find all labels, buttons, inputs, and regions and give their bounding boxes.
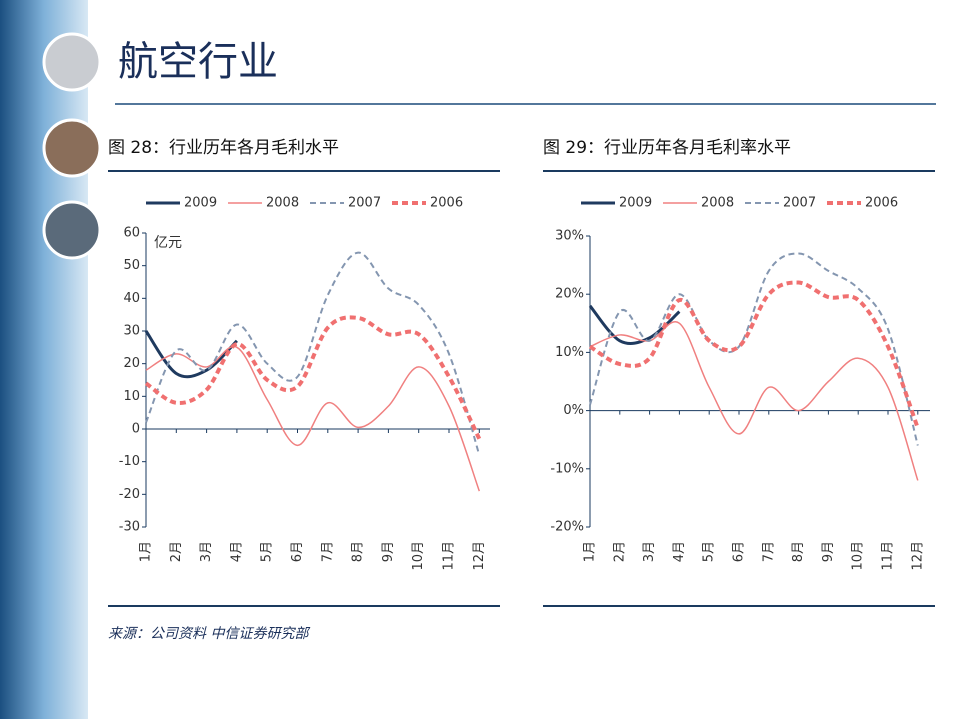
x-tick-label: 11月 [881, 541, 896, 571]
x-tick-label: 1月 [583, 541, 598, 562]
legend-label: 2006 [430, 196, 463, 211]
legend-label: 2008 [701, 196, 734, 211]
y-tick-label: 20% [555, 287, 584, 302]
x-tick-label: 2月 [169, 541, 184, 562]
x-tick-label: 10月 [851, 541, 866, 571]
x-tick-label: 9月 [381, 541, 396, 562]
y-tick-label: 40 [123, 291, 140, 306]
x-tick-label: 9月 [821, 541, 836, 562]
x-tick-label: 4月 [672, 541, 687, 562]
y-tick-label: -20 [119, 487, 140, 502]
x-tick-label: 7月 [320, 541, 335, 562]
legend-label: 2007 [348, 196, 381, 211]
legend-label: 2008 [266, 196, 299, 211]
series-line [588, 280, 920, 429]
y-tick-label: -20% [550, 520, 584, 535]
x-tick-label: 7月 [761, 541, 776, 562]
x-tick-label: 5月 [702, 541, 717, 562]
photo [42, 200, 102, 260]
y-tick-label: 50 [123, 258, 140, 273]
y-tick-label: 0% [563, 403, 584, 418]
y-tick-label: 0 [132, 422, 140, 437]
x-tick-label: 6月 [290, 541, 305, 562]
x-tick-label: 3月 [199, 541, 214, 562]
legend-label: 2007 [783, 196, 816, 211]
x-tick-label: 8月 [351, 541, 366, 562]
y-tick-label: -10% [550, 461, 584, 476]
x-tick-label: 11月 [442, 541, 457, 571]
x-tick-label: 8月 [791, 541, 806, 562]
x-tick-label: 5月 [260, 541, 275, 562]
y-tick-label: 60 [123, 226, 140, 241]
chart-title: 图 29：行业历年各月毛利率水平 [543, 138, 791, 158]
y-tick-label: 10 [123, 389, 140, 404]
side-bar [0, 0, 88, 719]
series-line [589, 252, 919, 446]
series-line [589, 321, 919, 481]
y-tick-label: 30 [123, 324, 140, 339]
series-line [145, 345, 481, 492]
photo [42, 32, 102, 92]
chart-title: 图 28：行业历年各月毛利水平 [108, 138, 339, 158]
legend-label: 2009 [184, 196, 217, 211]
series-line [145, 251, 481, 456]
y-tick-label: -10 [119, 454, 140, 469]
x-tick-label: 2月 [612, 541, 627, 562]
x-tick-label: 1月 [139, 541, 154, 562]
source: 来源：公司资料 中信证券研究部 [108, 626, 310, 642]
x-tick-label: 12月 [472, 541, 487, 571]
series-line [144, 330, 238, 379]
y-tick-label: 30% [555, 229, 584, 244]
series-line [144, 315, 482, 440]
photo [42, 118, 102, 178]
slide-title: 航空行业 [118, 39, 278, 85]
y-tick-label: 20 [123, 356, 140, 371]
x-tick-label: 10月 [411, 541, 426, 571]
y-tick-label: 10% [555, 345, 584, 360]
x-tick-label: 4月 [229, 541, 244, 562]
legend-label: 2006 [865, 196, 898, 211]
x-tick-label: 6月 [732, 541, 747, 562]
x-tick-label: 12月 [910, 541, 925, 571]
x-tick-label: 3月 [642, 541, 657, 562]
y-tick-label: -30 [119, 520, 140, 535]
legend-label: 2009 [619, 196, 652, 211]
unit: 亿元 [154, 235, 182, 251]
